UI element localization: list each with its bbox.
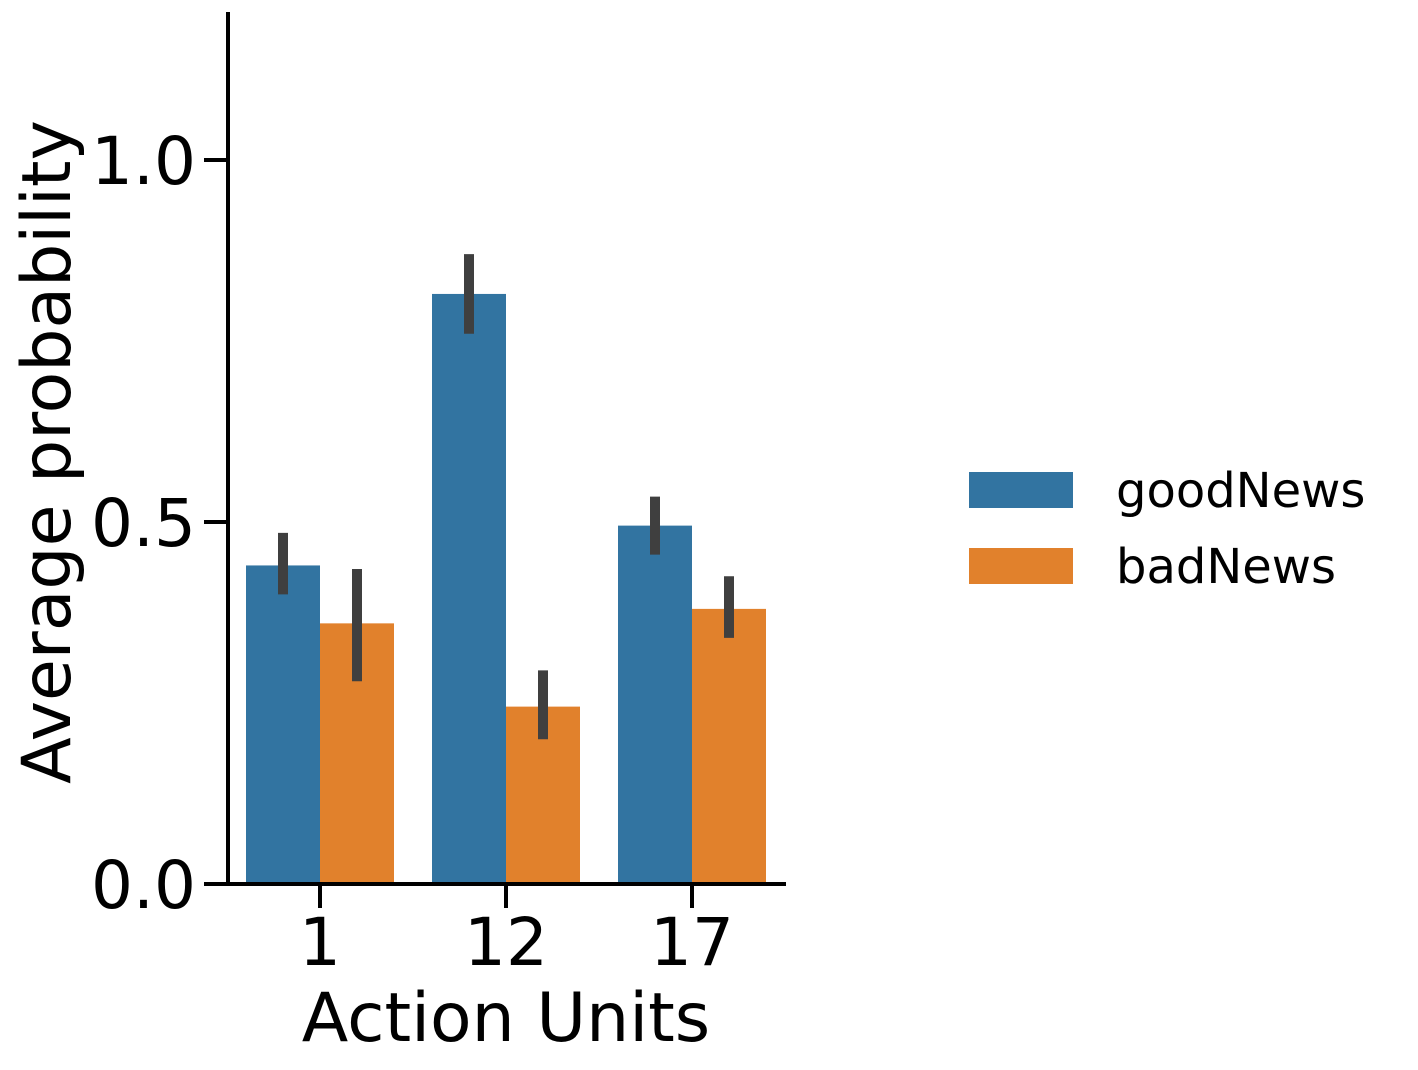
bar-goodNews-1 bbox=[246, 565, 320, 884]
bars-group bbox=[246, 293, 766, 884]
x-tick-label-12: 12 bbox=[464, 904, 548, 981]
y-ticks-group: 0.0 0.5 1.0 bbox=[91, 123, 228, 924]
x-axis-title: Action Units bbox=[302, 979, 710, 1058]
legend-label-badNews: badNews bbox=[1116, 539, 1336, 595]
y-tick-label-1.0: 1.0 bbox=[91, 123, 196, 200]
x-tick-label-17: 17 bbox=[650, 904, 734, 981]
legend: goodNews badNews bbox=[969, 463, 1365, 595]
legend-swatch-goodNews bbox=[969, 472, 1073, 508]
error-bars-group bbox=[278, 254, 734, 740]
y-tick-label-0.5: 0.5 bbox=[91, 485, 196, 562]
y-axis-title: Average probability bbox=[8, 120, 87, 784]
bar-badNews-17 bbox=[692, 608, 766, 884]
bar-goodNews-12 bbox=[432, 293, 506, 884]
bar-goodNews-17 bbox=[618, 525, 692, 884]
y-tick-label-0.0: 0.0 bbox=[91, 847, 196, 924]
legend-label-goodNews: goodNews bbox=[1116, 463, 1365, 519]
legend-swatch-badNews bbox=[969, 548, 1073, 584]
x-tick-label-1: 1 bbox=[299, 904, 341, 981]
x-ticks-group: 1 12 17 bbox=[299, 884, 734, 981]
